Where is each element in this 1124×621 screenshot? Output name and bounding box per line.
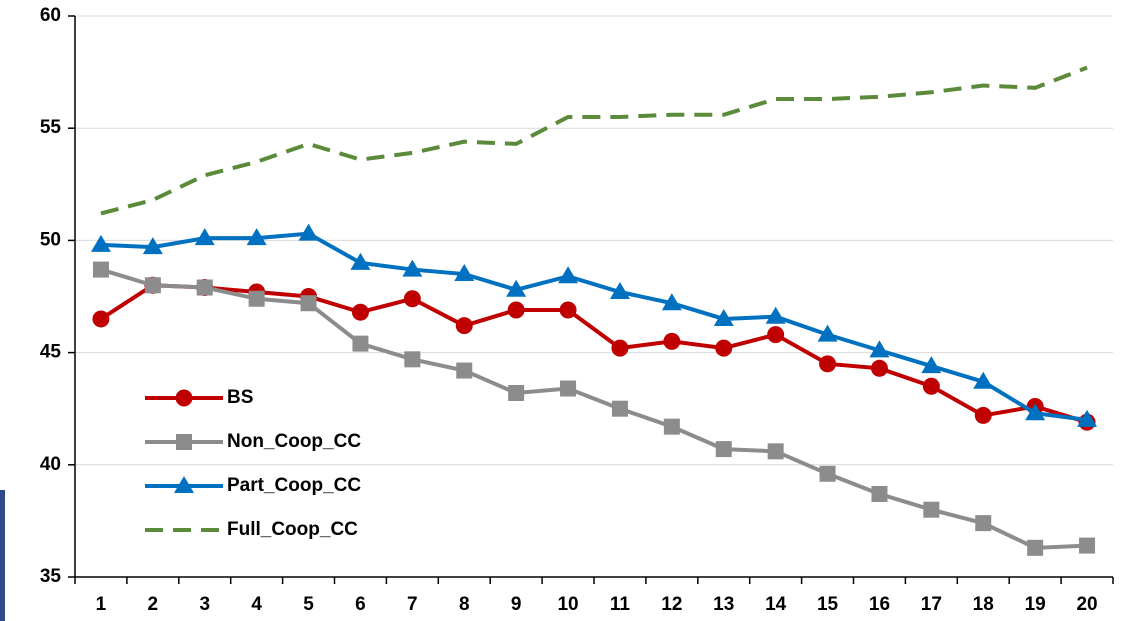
legend-label: Full_Coop_CC xyxy=(227,519,358,540)
data-point xyxy=(194,228,215,246)
data-point xyxy=(973,371,994,389)
x-tick-label: 10 xyxy=(557,594,578,615)
data-point xyxy=(92,310,110,328)
data-point xyxy=(715,441,732,458)
data-point xyxy=(352,335,369,352)
x-tick-label: 18 xyxy=(973,594,994,615)
legend-label: BS xyxy=(227,387,253,408)
edge-strip xyxy=(0,490,5,621)
data-point xyxy=(142,237,163,255)
x-tick-label: 2 xyxy=(148,594,159,615)
x-tick-label: 17 xyxy=(921,594,942,615)
x-tick-label: 3 xyxy=(199,594,210,615)
data-point xyxy=(402,259,423,277)
data-point xyxy=(922,377,940,395)
data-point xyxy=(975,515,992,532)
data-point xyxy=(817,324,838,342)
data-point xyxy=(559,301,577,319)
data-point xyxy=(715,339,733,357)
x-tick-label: 6 xyxy=(355,594,366,615)
data-point xyxy=(609,282,630,300)
x-tick-label: 16 xyxy=(869,594,890,615)
x-tick-label: 13 xyxy=(713,594,734,615)
data-point xyxy=(869,340,890,358)
y-tick-label: 50 xyxy=(40,229,61,250)
y-tick-label: 40 xyxy=(40,454,61,475)
y-tick-label: 55 xyxy=(40,117,62,138)
x-tick-label: 7 xyxy=(407,594,418,615)
data-point xyxy=(300,295,317,312)
data-point xyxy=(765,306,786,324)
legend-marker xyxy=(175,389,193,407)
data-point xyxy=(350,252,371,270)
x-tick-label: 19 xyxy=(1025,594,1046,615)
data-point xyxy=(1025,403,1046,421)
data-point xyxy=(90,234,111,252)
data-point xyxy=(921,356,942,374)
data-point xyxy=(298,223,319,241)
data-point xyxy=(713,308,734,326)
x-tick-label: 5 xyxy=(303,594,314,615)
data-point xyxy=(663,418,680,435)
data-point xyxy=(454,264,475,282)
x-tick-label: 8 xyxy=(459,594,470,615)
data-point xyxy=(508,384,525,401)
data-point xyxy=(456,362,473,379)
series-line xyxy=(99,283,1088,425)
legend-label: Non_Coop_CC xyxy=(227,431,361,452)
data-point xyxy=(560,380,577,397)
data-point xyxy=(246,228,267,246)
data-point xyxy=(351,303,369,321)
x-tick-label: 1 xyxy=(96,594,107,615)
y-tick-label: 45 xyxy=(40,342,62,363)
data-point xyxy=(663,332,681,350)
data-point xyxy=(506,279,527,297)
x-tick-label: 14 xyxy=(765,594,787,615)
data-point xyxy=(819,465,836,482)
data-point xyxy=(196,279,213,296)
x-tick-label: 12 xyxy=(661,594,682,615)
x-tick-label: 11 xyxy=(610,594,631,615)
data-point xyxy=(455,317,473,335)
data-point xyxy=(507,301,525,319)
y-tick-label: 35 xyxy=(40,566,62,587)
data-point xyxy=(767,326,785,344)
series-line xyxy=(100,267,1088,550)
data-point xyxy=(661,293,682,311)
data-point xyxy=(923,501,940,518)
data-point xyxy=(767,443,784,460)
y-tick-label: 60 xyxy=(40,5,61,26)
x-tick-label: 15 xyxy=(817,594,839,615)
data-point xyxy=(558,266,579,284)
data-point xyxy=(611,339,629,357)
data-point xyxy=(1079,537,1096,554)
legend-marker xyxy=(176,434,192,450)
data-point xyxy=(819,355,837,373)
legend-label: Part_Coop_CC xyxy=(227,475,361,496)
data-point xyxy=(404,351,421,368)
x-tick-label: 9 xyxy=(511,594,522,615)
data-point xyxy=(611,400,628,417)
data-point xyxy=(144,277,161,294)
x-tick-label: 20 xyxy=(1076,594,1097,615)
series-line xyxy=(100,231,1088,422)
data-point xyxy=(403,290,421,308)
data-point xyxy=(248,290,265,307)
data-point xyxy=(974,406,992,424)
data-point xyxy=(92,261,109,278)
data-point xyxy=(870,359,888,377)
legend-marker xyxy=(174,476,194,493)
data-point xyxy=(1027,539,1044,556)
series-line xyxy=(100,65,1088,216)
data-point xyxy=(1077,409,1098,427)
x-tick-label: 4 xyxy=(251,594,262,615)
data-point xyxy=(871,485,888,502)
